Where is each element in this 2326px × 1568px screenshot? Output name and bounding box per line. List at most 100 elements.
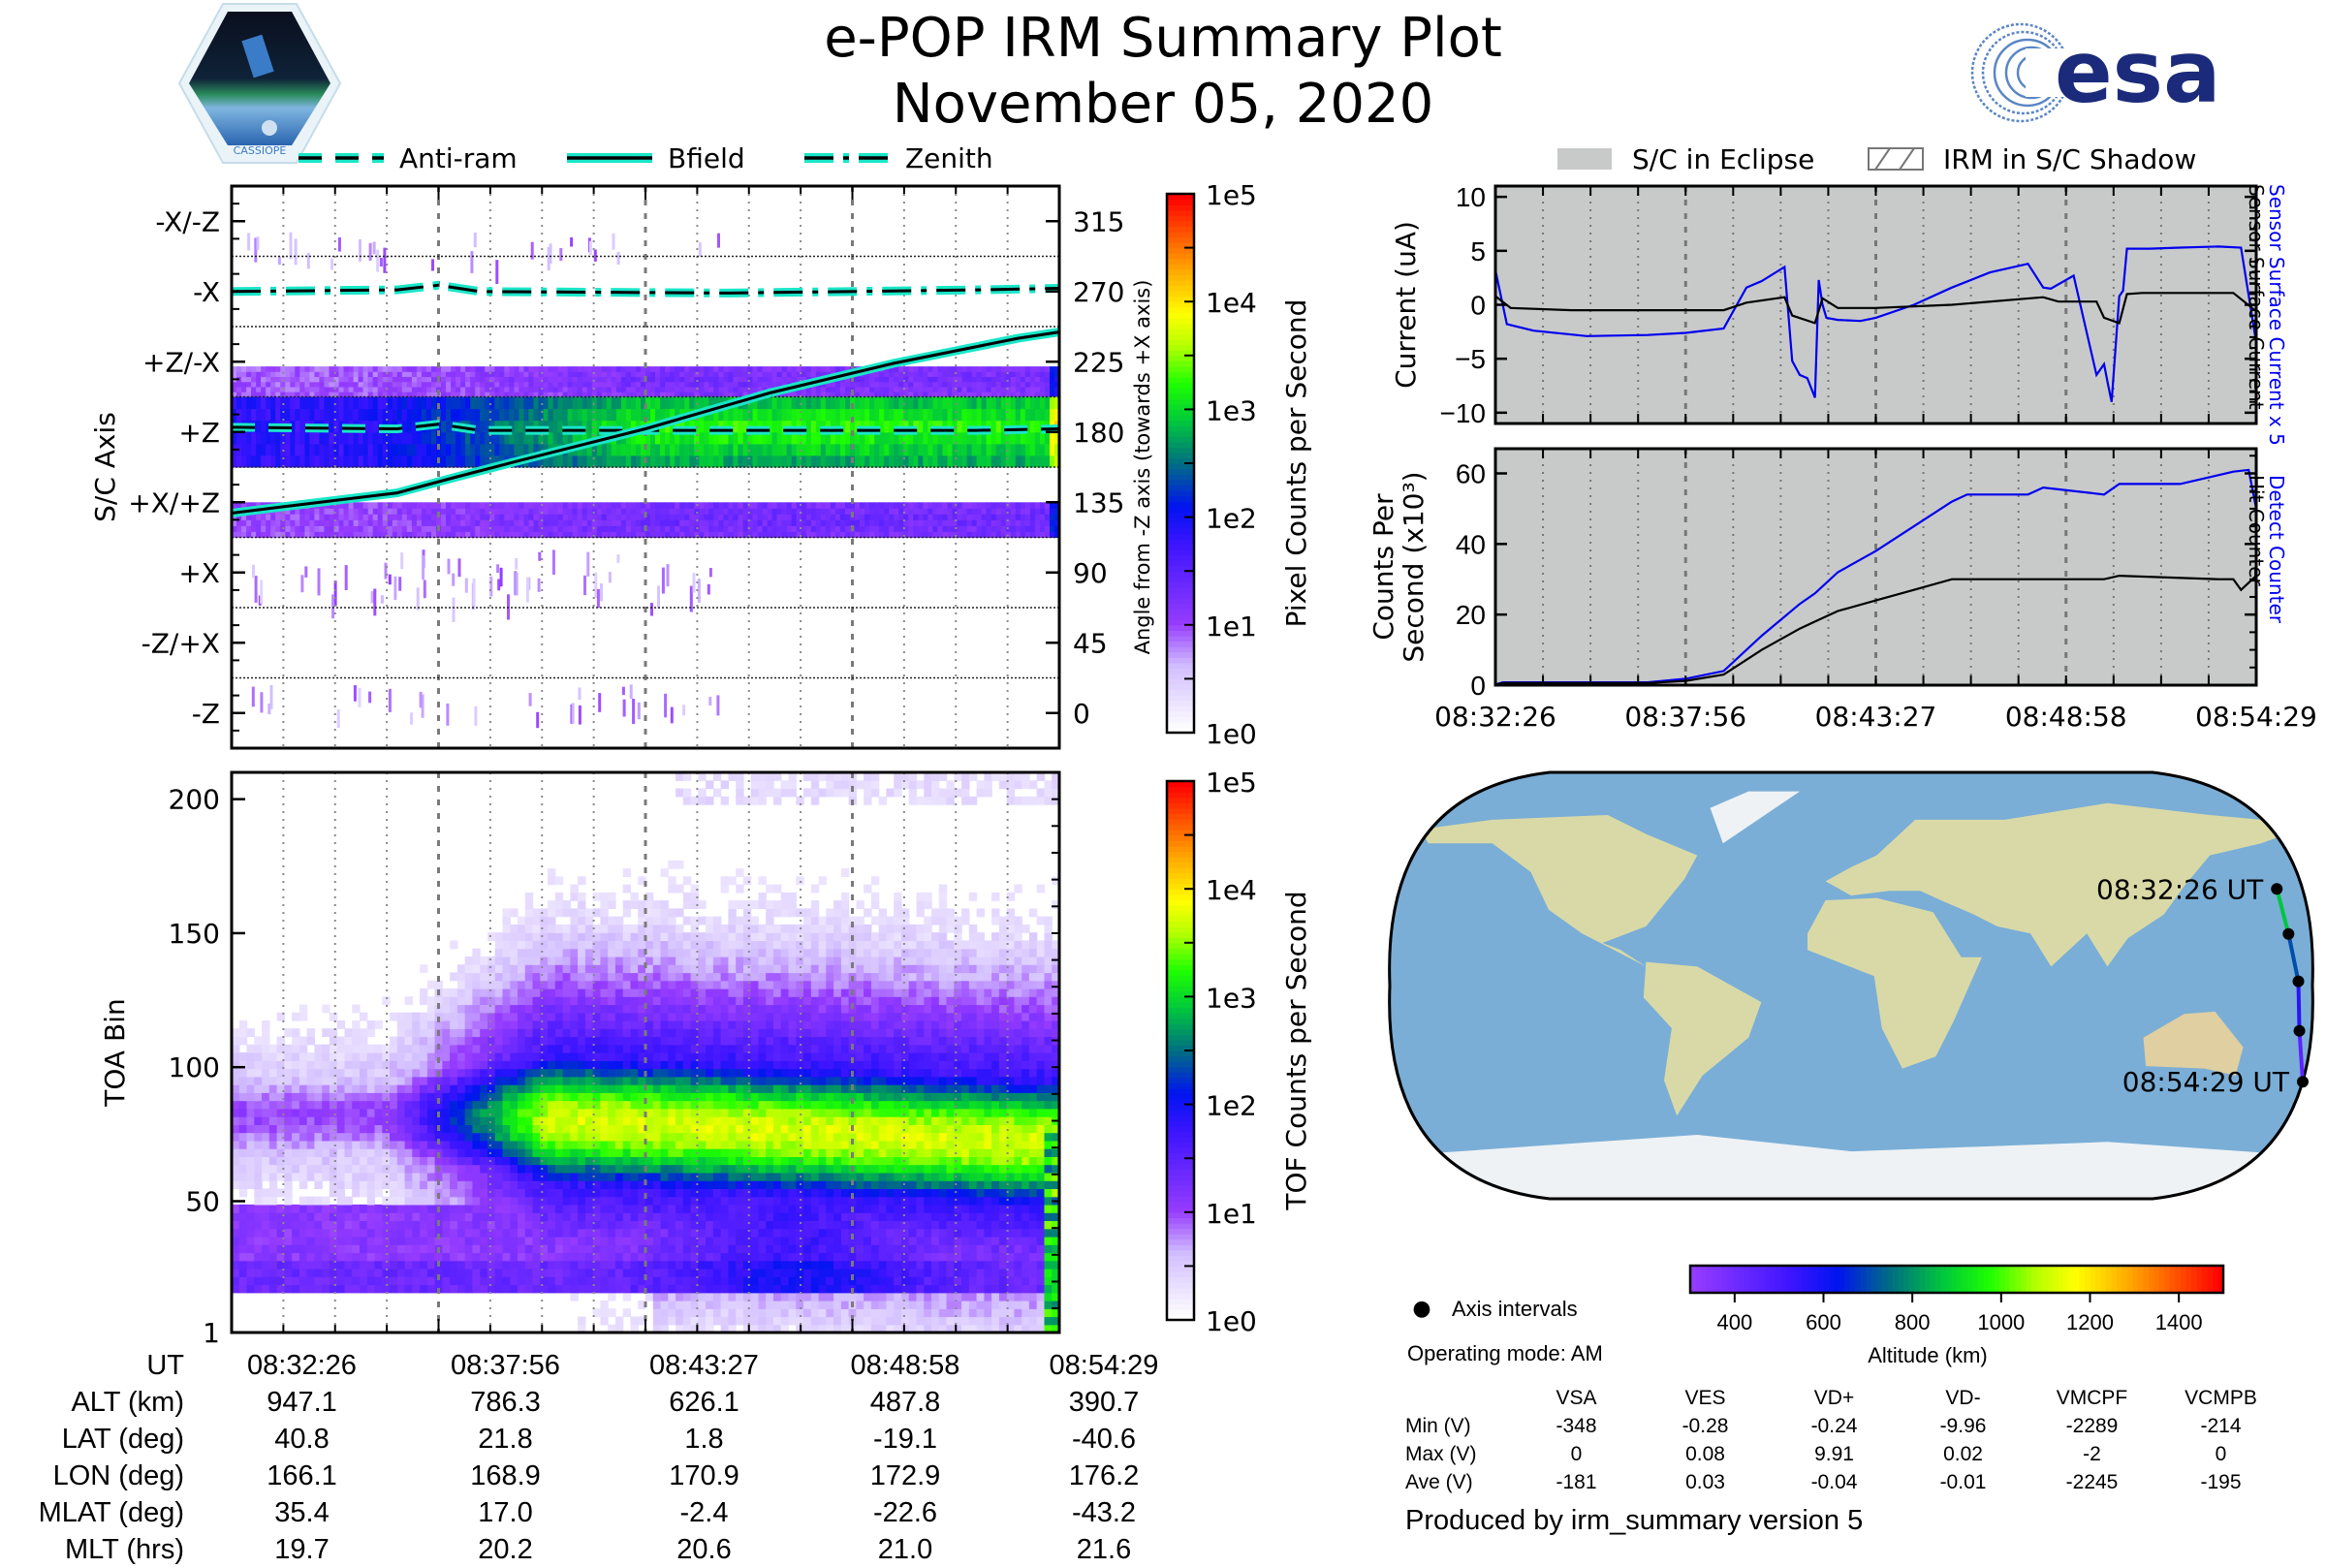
heatmap-cell — [405, 1069, 413, 1078]
heatmap-cell — [354, 397, 360, 410]
heatmap-cell — [718, 444, 724, 456]
heatmap-cell — [373, 242, 376, 255]
heatmap-cell — [487, 1013, 495, 1021]
heatmap-cell — [442, 1212, 450, 1221]
heatmap-cell — [548, 988, 555, 997]
heatmap-cell — [388, 371, 393, 377]
heatmap-cell — [533, 1045, 541, 1053]
heatmap-cell — [733, 387, 739, 392]
heatmap-cell — [405, 1020, 413, 1029]
heatmap-cell — [280, 382, 286, 388]
heatmap-cell — [607, 366, 613, 372]
heatmap-cell — [417, 409, 423, 422]
heatmap-cell — [1021, 455, 1026, 468]
heatmap-cell — [1001, 397, 1007, 410]
heatmap-cell — [533, 1220, 541, 1229]
heatmap-cell — [344, 514, 350, 520]
heatmap-cell — [573, 455, 579, 468]
heatmap-cell — [958, 377, 963, 383]
heatmap-cell — [549, 387, 554, 392]
heatmap-cell — [345, 1052, 353, 1061]
heatmap-cell — [918, 519, 924, 526]
heatmap-cell — [239, 1285, 247, 1294]
heatmap-cell — [330, 1069, 337, 1078]
heatmap-cell — [284, 1084, 292, 1093]
heatmap-cell — [239, 1084, 247, 1093]
heatmap-cell — [514, 432, 519, 445]
heatmap-cell — [548, 1124, 555, 1133]
heatmap-cell — [802, 397, 807, 410]
heatmap-cell — [503, 1084, 511, 1093]
heatmap-cell — [330, 1077, 337, 1085]
heatmap-cell — [472, 1220, 480, 1229]
heatmap-cell — [518, 1060, 525, 1069]
heatmap-cell — [397, 455, 403, 468]
heatmap-cell — [299, 1005, 307, 1014]
heatmap-cell — [826, 519, 832, 526]
heatmap-cell — [299, 1269, 307, 1277]
heatmap-cell — [553, 409, 559, 422]
heatmap-cell — [239, 1244, 247, 1253]
heatmap-cell — [967, 444, 973, 456]
heatmap-cell — [427, 1005, 435, 1014]
heatmap-cell — [977, 387, 983, 392]
heatmap-cell — [397, 1148, 405, 1157]
heatmap-cell — [307, 1060, 315, 1069]
heatmap-cell — [494, 409, 500, 422]
heatmap-cell — [465, 371, 471, 377]
heatmap-cell — [733, 371, 739, 377]
heatmap-cell — [375, 1205, 383, 1213]
heatmap-cell — [460, 444, 466, 456]
heatmap-cell — [345, 1212, 353, 1221]
heatmap-cell — [270, 525, 276, 532]
heatmap-cell — [417, 525, 423, 532]
heatmap-cell — [763, 525, 769, 532]
heatmap-cell — [299, 1092, 307, 1101]
heatmap-cell — [307, 1028, 315, 1037]
heatmap-cell — [655, 455, 661, 468]
heatmap-cell — [743, 377, 749, 383]
heatmap-cell — [388, 502, 393, 509]
heatmap-cell — [426, 502, 432, 509]
heatmap-cell — [655, 387, 661, 392]
heatmap-cell — [262, 1101, 269, 1110]
heatmap-cell — [393, 366, 398, 372]
heatmap-cell — [262, 1141, 269, 1149]
heatmap-cell — [996, 525, 1002, 532]
heatmap-cell — [1025, 508, 1031, 515]
heatmap-cell — [442, 1205, 450, 1213]
heatmap-cell — [503, 1045, 511, 1053]
heatmap-cell — [503, 1060, 511, 1069]
heatmap-cell — [503, 972, 511, 981]
heatmap-cell — [549, 377, 554, 383]
heatmap-cell — [533, 1084, 541, 1093]
heatmap-cell — [284, 1116, 292, 1125]
heatmap-cell — [787, 397, 793, 410]
heatmap-cell — [262, 1052, 269, 1061]
heatmap-cell — [451, 432, 456, 445]
heatmap-cell — [324, 514, 330, 520]
heatmap-cell — [412, 525, 418, 532]
heatmap-cell — [266, 409, 271, 422]
heatmap-cell — [826, 387, 832, 392]
heatmap-cell — [503, 1037, 511, 1046]
heatmap-cell — [417, 371, 423, 377]
heatmap-cell — [330, 519, 335, 526]
heatmap-cell — [420, 1124, 427, 1133]
heatmap-cell — [958, 514, 963, 520]
heatmap-cell — [860, 514, 865, 520]
heatmap-cell — [525, 925, 533, 933]
heatmap-cell — [299, 377, 305, 383]
heatmap-cell — [495, 1285, 503, 1294]
heatmap-cell — [670, 502, 676, 509]
heatmap-cell — [261, 455, 267, 468]
heatmap-cell — [704, 371, 709, 377]
heatmap-cell — [324, 397, 330, 410]
colorbar-segment — [1167, 490, 1194, 496]
heatmap-cell — [349, 382, 355, 388]
heatmap-cell — [388, 409, 393, 422]
heatmap-cell — [284, 1244, 292, 1253]
heatmap-cell — [450, 1020, 457, 1029]
heatmap-cell — [420, 1180, 427, 1189]
heatmap-cell — [708, 377, 714, 383]
